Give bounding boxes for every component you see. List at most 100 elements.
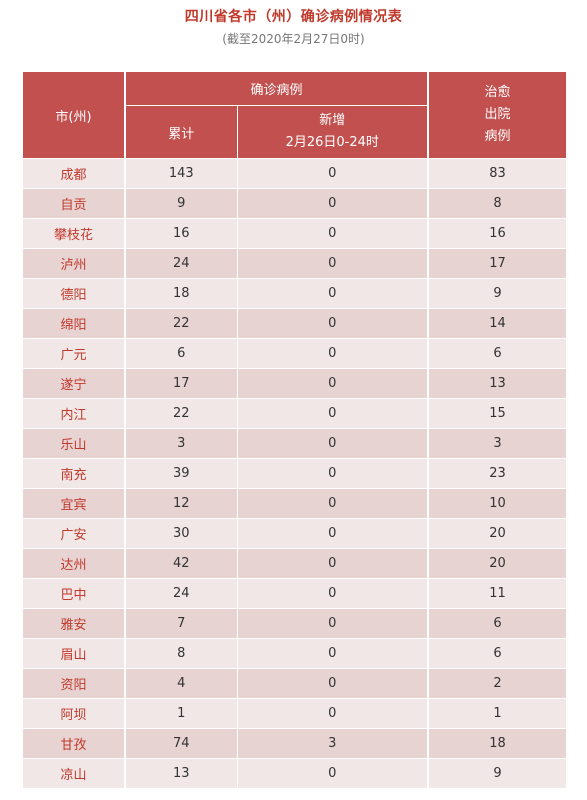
cell-new: 0 — [236, 368, 429, 399]
cell-city: 甘孜 — [23, 728, 126, 759]
cell-recovered: 15 — [427, 398, 567, 429]
table-row: 甘孜 74 3 18 — [23, 728, 567, 759]
cell-total: 24 — [125, 578, 237, 609]
cell-total: 74 — [125, 728, 237, 759]
table-row: 自贡 9 0 8 — [23, 188, 567, 219]
cell-new: 3 — [236, 728, 429, 759]
header-new-line1: 新增 — [319, 113, 346, 128]
header-recovered-line2: 出院 — [484, 107, 511, 122]
cell-new: 0 — [236, 608, 429, 639]
table-row: 乐山 3 0 3 — [23, 428, 567, 459]
cell-recovered: 9 — [427, 278, 567, 309]
cell-total: 143 — [125, 158, 237, 189]
cell-city: 遂宁 — [23, 368, 126, 399]
cell-city: 广元 — [23, 338, 126, 369]
cell-city: 眉山 — [23, 638, 126, 669]
cell-new: 0 — [236, 458, 429, 489]
header-new: 新增 2月26日0-24时 — [237, 105, 429, 159]
cell-city: 泸州 — [23, 248, 126, 279]
table-row: 达州 42 0 20 — [23, 548, 567, 579]
cell-city: 宜宾 — [23, 488, 126, 519]
table-row: 攀枝花 16 0 16 — [23, 218, 567, 249]
cell-recovered: 6 — [427, 638, 567, 669]
cell-recovered: 20 — [427, 548, 567, 579]
cell-recovered: 10 — [427, 488, 567, 519]
cell-recovered: 8 — [427, 188, 567, 219]
cell-new: 0 — [236, 158, 429, 189]
cell-new: 0 — [236, 428, 429, 459]
cell-recovered: 6 — [427, 338, 567, 369]
cell-total: 8 — [125, 638, 237, 669]
page-title: 四川省各市（州）确诊病例情况表 — [184, 9, 403, 25]
cell-new: 0 — [236, 578, 429, 609]
cell-total: 18 — [125, 278, 237, 309]
cell-new: 0 — [236, 638, 429, 669]
cell-recovered: 13 — [427, 368, 567, 399]
cell-new: 0 — [236, 188, 429, 219]
cell-total: 17 — [125, 368, 237, 399]
cases-table: 市(州) 确诊病例 治愈 出院 病例 累计 新增 2月26日0-24时 成都 14… — [23, 72, 567, 788]
cell-recovered: 6 — [427, 608, 567, 639]
table-row: 泸州 24 0 17 — [23, 248, 567, 279]
cell-city: 南充 — [23, 458, 126, 489]
cell-recovered: 3 — [427, 428, 567, 459]
cell-total: 1 — [125, 698, 237, 729]
cell-city: 成都 — [23, 158, 126, 189]
cell-recovered: 14 — [427, 308, 567, 339]
header-confirmed-group: 确诊病例 — [125, 72, 429, 106]
cell-city: 绵阳 — [23, 308, 126, 339]
table-row: 广安 30 0 20 — [23, 518, 567, 549]
cell-total: 7 — [125, 608, 237, 639]
cell-city: 广安 — [23, 518, 126, 549]
table-row: 绵阳 22 0 14 — [23, 308, 567, 339]
table-row: 凉山 13 0 9 — [23, 758, 567, 788]
table-row: 巴中 24 0 11 — [23, 578, 567, 609]
header-new-line2: 2月26日0-24时 — [285, 135, 379, 150]
cell-city: 资阳 — [23, 668, 126, 699]
table-row: 广元 6 0 6 — [23, 338, 567, 369]
cell-city: 德阳 — [23, 278, 126, 309]
cell-total: 6 — [125, 338, 237, 369]
cell-city: 乐山 — [23, 428, 126, 459]
table-header: 市(州) 确诊病例 治愈 出院 病例 累计 新增 2月26日0-24时 — [23, 72, 567, 159]
cell-new: 0 — [236, 548, 429, 579]
table-row: 内江 22 0 15 — [23, 398, 567, 429]
cell-total: 24 — [125, 248, 237, 279]
table-row: 遂宁 17 0 13 — [23, 368, 567, 399]
cell-recovered: 1 — [427, 698, 567, 729]
cell-recovered: 83 — [427, 158, 567, 189]
table-row: 阿坝 1 0 1 — [23, 698, 567, 729]
table-row: 南充 39 0 23 — [23, 458, 567, 489]
cell-city: 阿坝 — [23, 698, 126, 729]
header-recovered: 治愈 出院 病例 — [427, 72, 567, 159]
cell-recovered: 20 — [427, 518, 567, 549]
cell-recovered: 17 — [427, 248, 567, 279]
cell-city: 达州 — [23, 548, 126, 579]
header-cumulative: 累计 — [125, 105, 238, 159]
cell-total: 12 — [125, 488, 237, 519]
cell-total: 16 — [125, 218, 237, 249]
cell-total: 4 — [125, 668, 237, 699]
cell-new: 0 — [236, 698, 429, 729]
cell-city: 雅安 — [23, 608, 126, 639]
page-subtitle: (截至2020年2月27日0时) — [222, 32, 365, 46]
cell-new: 0 — [236, 758, 429, 788]
cell-total: 13 — [125, 758, 237, 788]
table-row: 雅安 7 0 6 — [23, 608, 567, 639]
table-body: 成都 143 0 83 自贡 9 0 8 攀枝花 16 0 16 泸州 24 0 17 德阳 18 0 9 绵… — [23, 158, 567, 788]
cell-recovered: 23 — [427, 458, 567, 489]
cell-total: 30 — [125, 518, 237, 549]
cell-total: 39 — [125, 458, 237, 489]
cell-new: 0 — [236, 398, 429, 429]
cell-recovered: 9 — [427, 758, 567, 788]
cell-new: 0 — [236, 248, 429, 279]
cell-recovered: 16 — [427, 218, 567, 249]
cell-city: 自贡 — [23, 188, 126, 219]
cell-recovered: 2 — [427, 668, 567, 699]
cell-recovered: 18 — [427, 728, 567, 759]
cell-city: 攀枝花 — [23, 218, 126, 249]
table-row: 眉山 8 0 6 — [23, 638, 567, 669]
cell-new: 0 — [236, 488, 429, 519]
cell-new: 0 — [236, 218, 429, 249]
cell-recovered: 11 — [427, 578, 567, 609]
